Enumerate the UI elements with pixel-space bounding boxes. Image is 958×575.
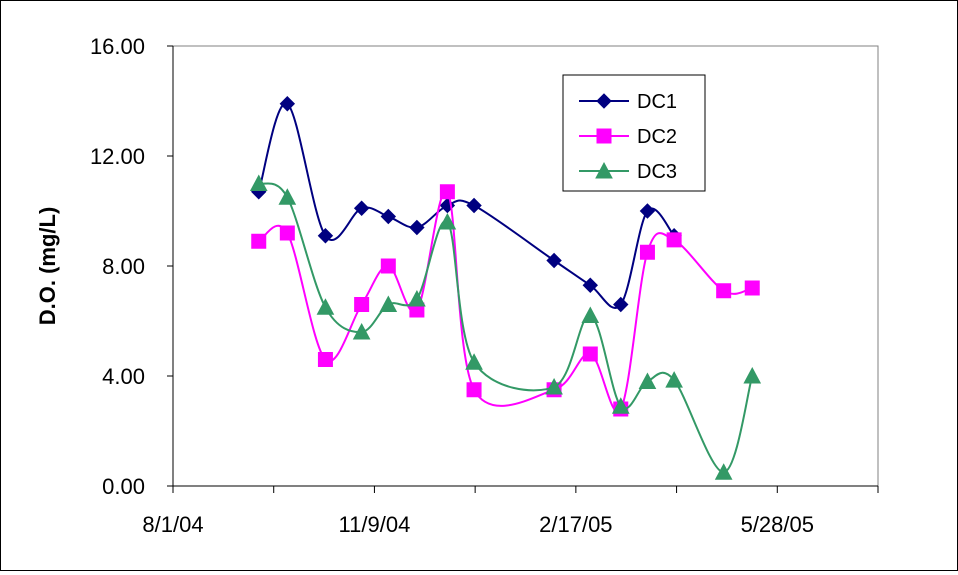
data-point-dc3	[408, 289, 426, 307]
data-point-dc2	[439, 184, 455, 200]
legend-marker-dc1	[596, 93, 612, 109]
data-point-dc2	[317, 352, 333, 367]
data-point-dc1	[546, 252, 562, 269]
data-point-dc2	[279, 225, 295, 241]
y-tick-label: 4.00	[102, 364, 145, 389]
data-point-dc1	[613, 296, 629, 313]
data-point-dc2	[639, 244, 655, 260]
data-point-dc3	[743, 366, 762, 384]
data-point-dc1	[279, 96, 296, 112]
legend-label-dc2: DC2	[637, 126, 677, 148]
data-point-dc3	[352, 322, 371, 340]
data-point-dc3	[316, 298, 335, 315]
series-layer	[249, 96, 762, 480]
data-point-dc3	[611, 397, 630, 414]
data-point-dc1	[317, 228, 334, 244]
data-point-dc2	[744, 280, 760, 296]
data-point-dc1	[409, 219, 425, 236]
data-point-dc1	[582, 277, 598, 293]
data-point-dc2	[251, 233, 267, 249]
data-point-dc3	[665, 371, 683, 388]
series-line-dc2	[258, 189, 753, 413]
data-point-dc3	[278, 188, 297, 205]
y-tick-label: 8.00	[102, 254, 145, 279]
x-tick-label: 5/28/05	[741, 512, 814, 537]
data-point-dc1	[353, 200, 370, 216]
x-tick-label: 8/1/04	[142, 512, 203, 537]
data-point-dc3	[714, 463, 733, 480]
data-point-dc2	[666, 232, 682, 248]
data-point-dc2	[380, 258, 396, 274]
legend-label-dc1: DC1	[637, 91, 677, 113]
data-point-dc3	[249, 174, 268, 191]
y-tick-label: 16.00	[90, 34, 145, 59]
series-dc3	[249, 174, 762, 480]
data-point-dc1	[380, 208, 397, 225]
data-point-dc2	[716, 283, 732, 299]
data-point-dc2	[582, 346, 598, 362]
y-axis-title: D.O. (mg/L)	[35, 207, 60, 326]
axes: 0.00 4.00 8.00 12.00 16.00 8/1/04 11/9/04 2/17/…	[90, 34, 879, 537]
data-point-dc3	[465, 353, 483, 370]
series-dc2	[251, 184, 760, 417]
x-tick-label: 2/17/05	[539, 512, 612, 537]
series-dc1	[251, 96, 682, 313]
data-point-dc3	[638, 372, 657, 389]
y-tick-label: 12.00	[90, 144, 145, 169]
legend-label-dc3: DC3	[637, 161, 677, 183]
data-point-dc2	[466, 382, 482, 398]
legend-marker-dc2	[596, 128, 612, 144]
data-point-dc3	[379, 295, 398, 312]
plot-area	[172, 45, 879, 487]
data-point-dc2	[354, 297, 370, 312]
data-point-dc3	[545, 377, 563, 395]
data-point-dc3	[581, 306, 600, 323]
legend-box	[562, 74, 706, 192]
legend: DC1 DC2 DC3	[562, 74, 706, 192]
x-tick-label: 11/9/04	[339, 512, 411, 537]
data-point-dc3	[438, 212, 457, 230]
legend-marker-dc3	[595, 161, 613, 179]
data-point-dc1	[639, 203, 656, 219]
y-tick-label: 0.00	[102, 474, 145, 499]
data-point-dc1	[466, 197, 482, 214]
